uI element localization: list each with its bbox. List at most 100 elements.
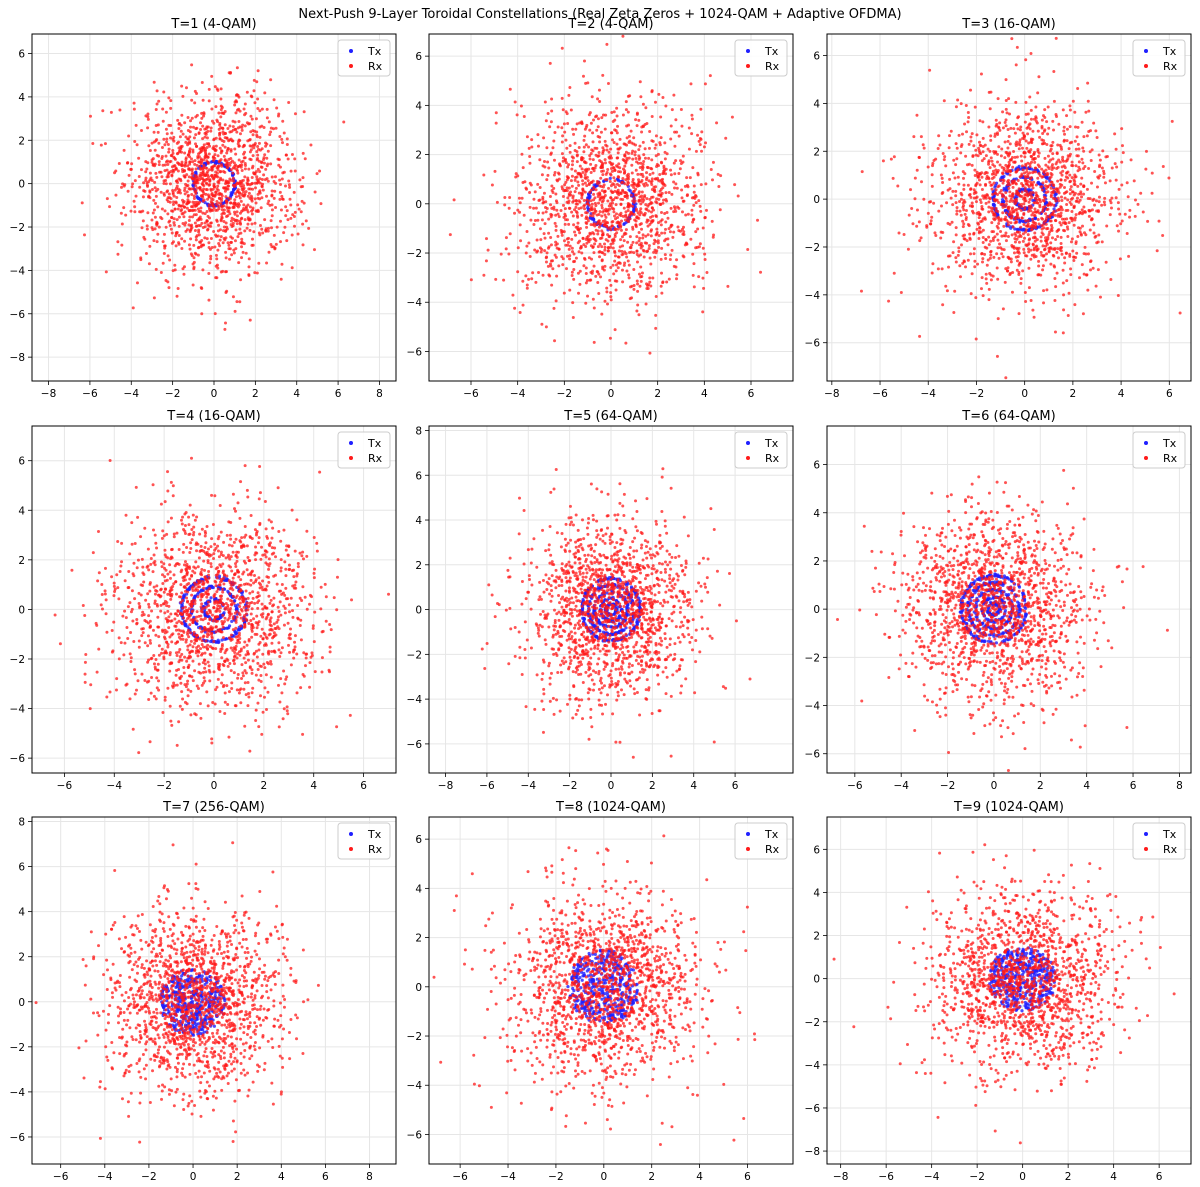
rx-point: [1037, 259, 1041, 263]
rx-point: [617, 249, 621, 253]
rx-point: [186, 164, 190, 168]
rx-point: [240, 181, 244, 185]
rx-point: [265, 194, 269, 198]
y-tick-label: 6: [813, 51, 820, 63]
rx-point: [249, 209, 253, 213]
rx-point: [212, 138, 216, 142]
rx-point: [220, 111, 224, 115]
rx-point: [988, 149, 992, 153]
rx-point: [646, 204, 650, 208]
rx-point: [621, 176, 625, 180]
rx-point: [220, 138, 224, 142]
rx-point: [624, 178, 628, 182]
rx-point: [172, 221, 176, 225]
rx-point: [212, 182, 216, 186]
rx-point: [1041, 132, 1045, 136]
rx-point: [260, 160, 264, 164]
rx-point: [566, 196, 570, 200]
rx-point: [637, 154, 641, 158]
rx-point: [1019, 281, 1023, 285]
rx-point: [116, 252, 120, 256]
rx-point: [1150, 191, 1154, 195]
rx-point: [1117, 229, 1121, 233]
rx-point: [927, 200, 931, 204]
rx-point: [1028, 122, 1032, 126]
rx-point: [1024, 230, 1028, 234]
rx-point: [674, 265, 678, 269]
rx-point: [622, 232, 626, 236]
rx-point: [248, 196, 252, 200]
rx-point: [621, 34, 625, 38]
rx-point: [1126, 195, 1130, 199]
rx-point: [543, 100, 547, 104]
rx-point: [542, 232, 546, 236]
rx-point: [641, 236, 645, 240]
rx-point: [1003, 121, 1007, 125]
rx-point: [580, 213, 584, 217]
rx-point: [221, 178, 225, 182]
rx-point: [957, 246, 961, 250]
rx-point: [528, 191, 532, 195]
rx-point: [179, 123, 183, 127]
rx-point: [654, 200, 658, 204]
rx-point: [595, 213, 599, 217]
rx-point: [635, 235, 639, 239]
rx-point: [583, 134, 587, 138]
rx-point: [1009, 158, 1013, 162]
rx-point: [1019, 202, 1023, 206]
rx-point: [910, 206, 914, 210]
rx-point: [1062, 308, 1066, 312]
rx-point: [609, 204, 613, 208]
rx-point: [248, 318, 252, 322]
rx-point: [208, 183, 212, 187]
rx-point: [1127, 254, 1131, 258]
rx-point: [692, 217, 696, 221]
rx-point: [220, 208, 224, 212]
rx-point: [711, 235, 715, 239]
rx-point: [960, 243, 964, 247]
subplot-title: T=1 (4-QAM): [170, 17, 256, 32]
rx-point: [689, 82, 693, 86]
rx-point: [587, 145, 591, 149]
rx-point: [600, 245, 604, 249]
rx-point: [568, 288, 572, 292]
rx-point: [663, 231, 667, 235]
rx-point: [1063, 256, 1067, 260]
rx-point: [116, 240, 120, 244]
rx-point: [945, 289, 949, 293]
rx-point: [1019, 125, 1023, 129]
rx-point: [1050, 165, 1054, 169]
rx-point: [946, 188, 950, 192]
rx-point: [159, 270, 163, 274]
rx-point: [267, 120, 271, 124]
rx-point: [1022, 151, 1026, 155]
rx-point: [246, 203, 250, 207]
rx-point: [243, 102, 247, 106]
rx-point: [1004, 197, 1008, 201]
rx-point: [573, 175, 577, 179]
rx-point: [956, 253, 960, 257]
rx-point: [88, 114, 92, 118]
rx-point: [210, 74, 214, 78]
rx-point: [563, 222, 567, 226]
figure-title: Next-Push 9-Layer Toroidal Constellation…: [298, 7, 901, 22]
rx-point: [601, 169, 605, 173]
rx-point: [198, 200, 202, 204]
y-tick-label: 4: [18, 92, 25, 104]
rx-point: [312, 248, 316, 252]
rx-point: [682, 230, 686, 234]
rx-point: [637, 180, 641, 184]
rx-point: [250, 176, 254, 180]
rx-point: [988, 272, 992, 276]
rx-point: [170, 209, 174, 213]
rx-point: [1001, 195, 1005, 199]
rx-point: [201, 137, 205, 141]
rx-point: [595, 180, 599, 184]
rx-point: [1025, 167, 1029, 171]
rx-point: [989, 249, 993, 253]
rx-point: [147, 262, 151, 266]
rx-point: [227, 243, 231, 247]
rx-point: [217, 223, 221, 227]
rx-point: [154, 267, 158, 271]
x-tick-label: −2: [165, 388, 180, 400]
